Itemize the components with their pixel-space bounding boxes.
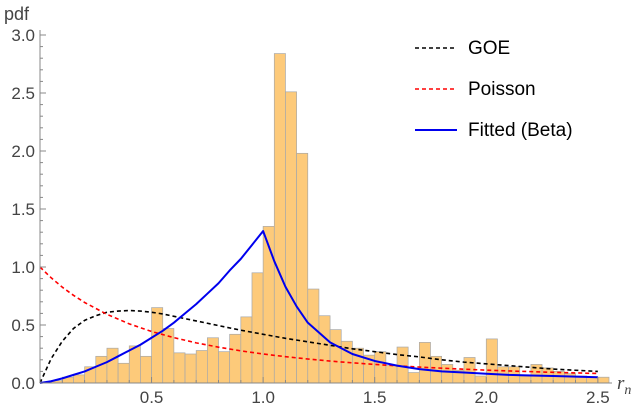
histogram-bar xyxy=(251,272,264,384)
histogram-bar xyxy=(564,373,576,384)
histogram-bar xyxy=(128,345,141,384)
tick-labels: 0.5 1.0 1.5 2.0 2.5 0.0 0.5 1.0 1.5 2.0 2.5 3.0 xyxy=(11,26,609,407)
legend-label: Poisson xyxy=(468,79,536,100)
x-tick-label: 1.0 xyxy=(251,388,275,407)
histogram-bar xyxy=(229,333,242,384)
histogram-bar xyxy=(441,364,454,384)
legend: GOE Poisson Fitted (Beta) xyxy=(415,38,573,141)
histogram-bar xyxy=(140,355,152,384)
histogram-bar xyxy=(307,288,320,384)
legend-label: GOE xyxy=(468,38,510,59)
histogram-bar xyxy=(173,352,186,384)
legend-entry-poisson: Poisson xyxy=(415,79,536,100)
x-tick-label: 2.0 xyxy=(474,388,498,407)
histogram-bar xyxy=(117,362,130,384)
x-tick-label: 2.5 xyxy=(586,388,610,407)
series-line-goe xyxy=(39,309,598,384)
histogram-bar xyxy=(407,372,420,384)
y-tick-label: 0.5 xyxy=(11,316,35,335)
x-axis-label: rn xyxy=(617,373,631,398)
series-line-poisson xyxy=(39,266,598,375)
y-tick-label: 1.0 xyxy=(11,258,35,277)
legend-label: Fitted (Beta) xyxy=(468,120,573,141)
y-tick-label: 2.0 xyxy=(11,142,35,161)
histogram-bar xyxy=(296,152,309,384)
x-axis-label-subscript: n xyxy=(624,383,631,398)
distribution-curves xyxy=(39,230,598,384)
histogram-bar xyxy=(352,347,364,384)
series-line-fitted-beta xyxy=(39,230,598,384)
histogram-bar xyxy=(240,316,253,384)
y-tick-label: 2.5 xyxy=(11,84,35,103)
histogram-bar xyxy=(73,374,85,384)
histogram-bar xyxy=(485,338,498,384)
histogram-bar xyxy=(597,376,610,384)
histogram-bar xyxy=(385,365,398,384)
histogram-bar xyxy=(106,347,119,384)
histogram-bar xyxy=(318,315,331,384)
histogram-bar xyxy=(218,351,231,384)
histogram-bar xyxy=(95,355,108,384)
histogram-bar xyxy=(374,351,387,384)
legend-entry-fitted-beta: Fitted (Beta) xyxy=(415,120,573,141)
histogram-bar xyxy=(195,350,208,384)
legend-entry-goe: GOE xyxy=(415,38,510,59)
x-tick-label: 0.5 xyxy=(140,388,164,407)
histogram-bar xyxy=(151,307,164,384)
axes xyxy=(39,30,612,384)
histogram-bars xyxy=(39,53,610,384)
x-axis-label-main: r xyxy=(617,373,625,394)
histogram-bar xyxy=(184,353,197,384)
y-tick-label: 0.0 xyxy=(11,374,35,393)
histogram-bar xyxy=(418,342,431,384)
histogram-bar xyxy=(262,226,275,384)
y-tick-label: 1.5 xyxy=(11,200,35,219)
y-tick-label: 3.0 xyxy=(11,26,35,45)
y-axis-label: pdf xyxy=(4,4,30,24)
x-tick-label: 1.5 xyxy=(363,388,387,407)
histogram-bar xyxy=(329,329,342,384)
histogram-bar xyxy=(519,375,532,384)
histogram-bar xyxy=(273,53,286,384)
histogram-bar xyxy=(474,375,487,384)
